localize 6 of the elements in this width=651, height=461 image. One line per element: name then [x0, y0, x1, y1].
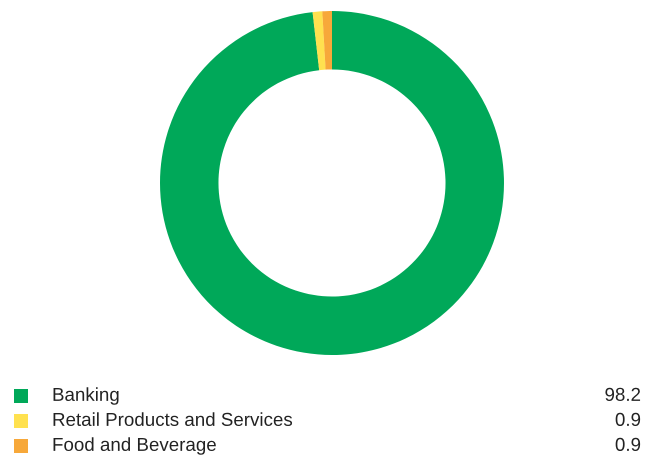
legend-label: Food and Beverage [54, 437, 216, 455]
legend-label: Banking [54, 387, 119, 405]
data-label: 0.9 [616, 438, 640, 452]
legend-label: Retail Products and Services [54, 412, 292, 426]
data-label: 98.2 [605, 388, 640, 402]
data-label: 0.9 [616, 412, 640, 426]
